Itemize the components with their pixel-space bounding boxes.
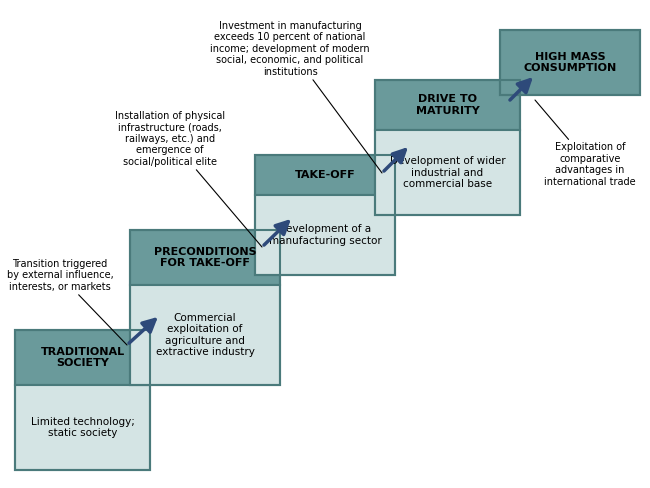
Text: Exploitation of
comparative
advantages in
international trade: Exploitation of comparative advantages i… [535, 100, 636, 187]
Bar [375, 80, 520, 130]
Bar [15, 385, 150, 470]
Text: PRECONDITIONS
FOR TAKE-OFF: PRECONDITIONS FOR TAKE-OFF [153, 247, 256, 268]
Bar [15, 330, 150, 385]
Text: TRADITIONAL
SOCIETY: TRADITIONAL SOCIETY [40, 346, 125, 368]
Bar [130, 285, 280, 385]
Text: Development of a
manufacturing sector: Development of a manufacturing sector [268, 224, 382, 246]
Text: TAKE-OFF: TAKE-OFF [294, 170, 356, 180]
Bar [130, 230, 280, 285]
Bar [130, 230, 280, 385]
Bar [15, 330, 150, 470]
Text: HIGH MASS
CONSUMPTION: HIGH MASS CONSUMPTION [523, 52, 617, 73]
Bar [255, 155, 395, 275]
Text: Installation of physical
infrastructure (roads,
railways, etc.) and
emergence of: Installation of physical infrastructure … [115, 111, 262, 247]
Text: DRIVE TO
MATURITY: DRIVE TO MATURITY [415, 94, 480, 116]
Text: Transition triggered
by external influence,
interests, or markets: Transition triggered by external influen… [6, 259, 127, 345]
Bar [375, 80, 520, 215]
Text: Development of wider
industrial and
commercial base: Development of wider industrial and comm… [390, 156, 505, 189]
Text: Limited technology;
static society: Limited technology; static society [31, 417, 135, 438]
Bar [255, 195, 395, 275]
Bar [500, 30, 640, 95]
Bar [375, 130, 520, 215]
Bar [255, 155, 395, 195]
Text: Commercial
exploitation of
agriculture and
extractive industry: Commercial exploitation of agriculture a… [155, 313, 254, 357]
Bar [500, 30, 640, 95]
Text: Investment in manufacturing
exceeds 10 percent of national
income; development o: Investment in manufacturing exceeds 10 p… [210, 20, 382, 173]
